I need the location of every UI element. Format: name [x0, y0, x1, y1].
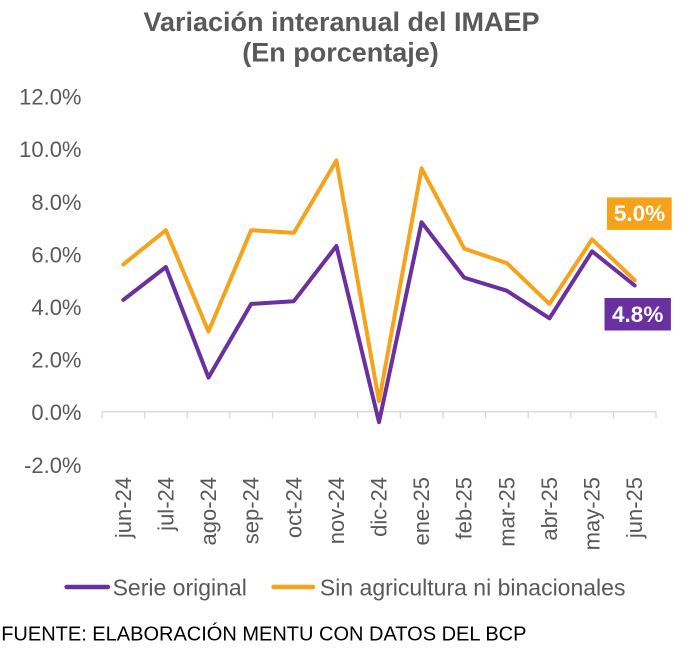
svg-text:abr-25: abr-25 [537, 477, 562, 541]
svg-text:10.0%: 10.0% [19, 137, 81, 162]
svg-text:jun-25: jun-25 [622, 477, 647, 539]
svg-text:2.0%: 2.0% [31, 348, 81, 373]
svg-text:may-25: may-25 [580, 477, 605, 550]
svg-text:feb-25: feb-25 [452, 477, 477, 539]
svg-text:sep-24: sep-24 [239, 477, 264, 544]
svg-text:nov-24: nov-24 [324, 477, 349, 544]
svg-text:Variación interanual del IMAEP: Variación interanual del IMAEP [143, 7, 539, 37]
svg-text:4.0%: 4.0% [31, 295, 81, 320]
svg-text:4.8%: 4.8% [612, 302, 663, 327]
svg-text:FUENTE: ELABORACIÓN MENTU CON: FUENTE: ELABORACIÓN MENTU CON DATOS DEL … [1, 623, 526, 646]
svg-text:oct-24: oct-24 [281, 477, 306, 538]
svg-text:mar-25: mar-25 [494, 477, 519, 547]
svg-text:6.0%: 6.0% [31, 242, 81, 267]
svg-text:ene-25: ene-25 [409, 477, 434, 546]
svg-text:ago-24: ago-24 [196, 477, 221, 546]
svg-text:-2.0%: -2.0% [24, 453, 81, 478]
svg-text:Serie original: Serie original [113, 575, 247, 601]
svg-text:5.0%: 5.0% [614, 201, 665, 226]
svg-text:8.0%: 8.0% [31, 190, 81, 215]
svg-text:12.0%: 12.0% [19, 85, 81, 110]
svg-text:Sin agricultura ni binacionale: Sin agricultura ni binacionales [320, 575, 626, 601]
svg-text:0.0%: 0.0% [31, 400, 81, 425]
svg-text:dic-24: dic-24 [367, 477, 392, 537]
svg-text:jun-24: jun-24 [111, 477, 136, 539]
svg-text:(En porcentaje): (En porcentaje) [242, 38, 439, 68]
svg-text:jul-24: jul-24 [153, 477, 178, 532]
